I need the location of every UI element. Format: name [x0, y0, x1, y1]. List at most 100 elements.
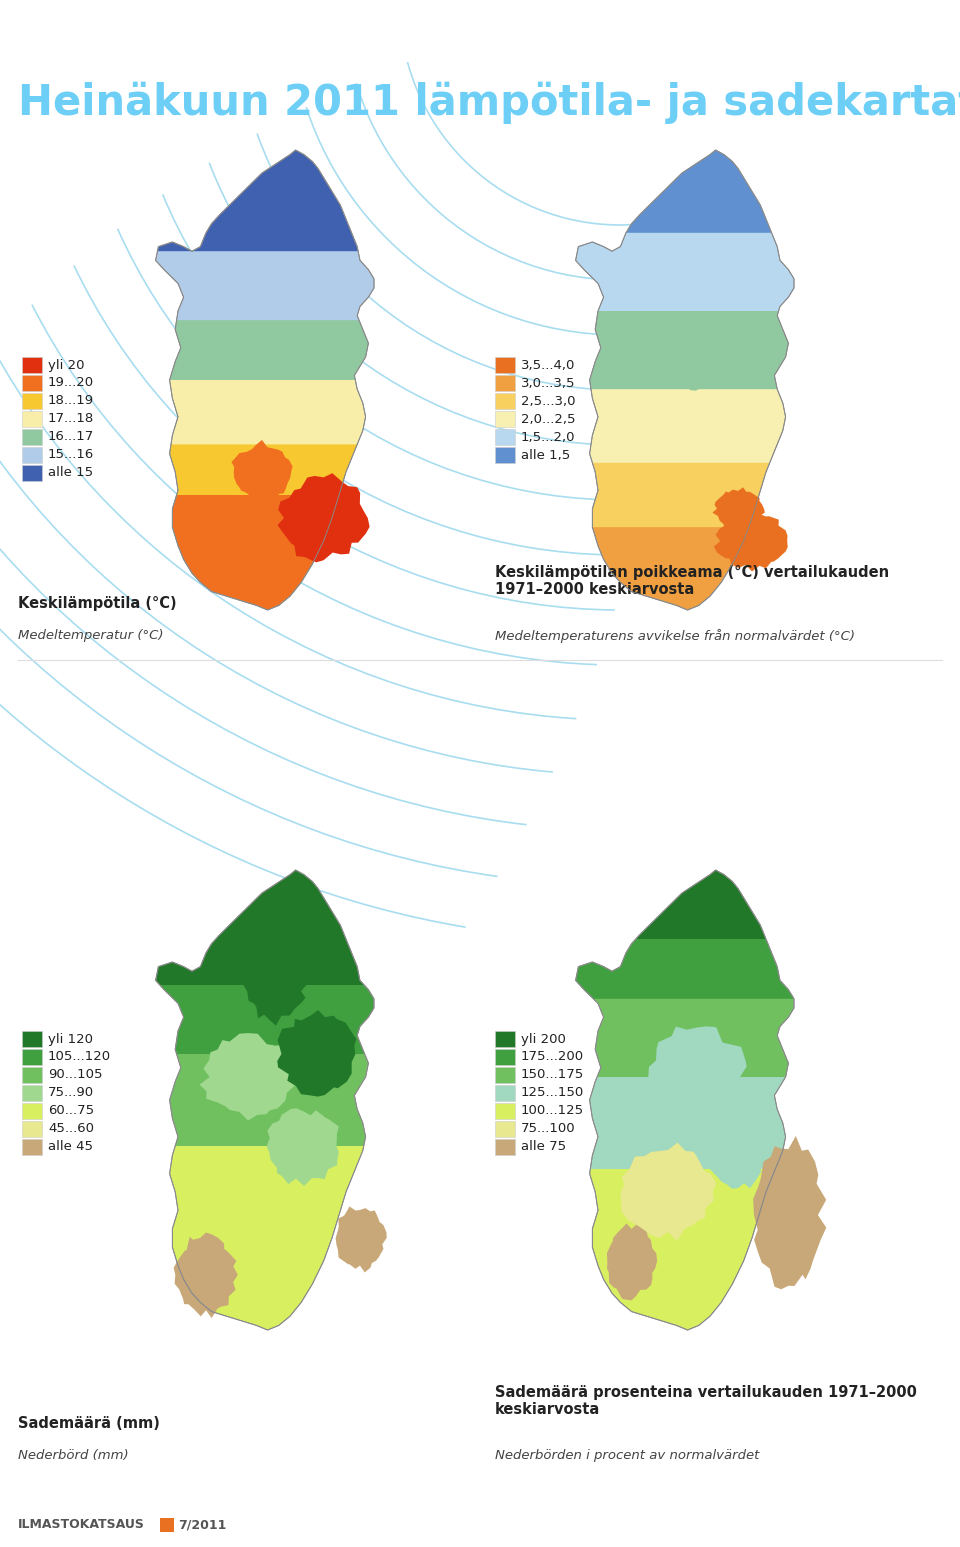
Bar: [495, 447, 515, 463]
Bar: [495, 1084, 515, 1101]
Polygon shape: [592, 528, 749, 610]
Bar: [495, 1049, 515, 1064]
Polygon shape: [200, 1033, 296, 1120]
Polygon shape: [156, 251, 374, 610]
Polygon shape: [170, 381, 366, 610]
Text: Medeltemperaturens avvikelse från normalvärdet (°C): Medeltemperaturens avvikelse från normal…: [495, 630, 855, 644]
Text: alle 1,5: alle 1,5: [521, 449, 570, 461]
Polygon shape: [277, 1010, 356, 1097]
Text: Keskilämpötilan poikkeama (°C) vertailukauden
1971–2000 keskiarvosta: Keskilämpötilan poikkeama (°C) vertailuk…: [495, 565, 889, 597]
Text: Heinäkuun 2011 lämpötila- ja sadekartat: Heinäkuun 2011 lämpötila- ja sadekartat: [18, 82, 960, 124]
Bar: [22, 1067, 42, 1083]
Polygon shape: [714, 512, 788, 571]
Bar: [22, 393, 42, 408]
Polygon shape: [156, 869, 364, 985]
Text: 75...90: 75...90: [48, 1086, 94, 1100]
Polygon shape: [636, 869, 766, 939]
Text: 75...100: 75...100: [521, 1123, 576, 1135]
Polygon shape: [753, 1135, 827, 1289]
Polygon shape: [220, 1173, 305, 1258]
Bar: [22, 447, 42, 463]
Polygon shape: [576, 869, 794, 1170]
Polygon shape: [576, 869, 794, 999]
Text: Nederbörd (mm): Nederbörd (mm): [18, 1450, 129, 1462]
Text: 150...175: 150...175: [521, 1069, 585, 1081]
Polygon shape: [620, 1143, 716, 1241]
Polygon shape: [592, 463, 770, 610]
Text: 19...20: 19...20: [48, 376, 94, 390]
Text: 2,5...3,0: 2,5...3,0: [521, 394, 575, 407]
Bar: [495, 393, 515, 408]
Bar: [495, 1030, 515, 1047]
Text: 125...150: 125...150: [521, 1086, 585, 1100]
Polygon shape: [712, 487, 765, 531]
Text: yli 20: yli 20: [48, 359, 84, 371]
Bar: [22, 429, 42, 446]
Bar: [495, 374, 515, 391]
Polygon shape: [589, 390, 785, 610]
Text: 90...105: 90...105: [48, 1069, 103, 1081]
Bar: [22, 1030, 42, 1047]
Bar: [22, 1103, 42, 1118]
Text: 15...16: 15...16: [48, 449, 94, 461]
Text: Sademäärä (mm): Sademäärä (mm): [18, 1416, 160, 1431]
Text: 7/2011: 7/2011: [178, 1519, 227, 1532]
Text: 105...120: 105...120: [48, 1050, 111, 1063]
Polygon shape: [156, 869, 374, 1146]
Bar: [22, 466, 42, 481]
Polygon shape: [664, 325, 729, 390]
Bar: [22, 1139, 42, 1156]
Polygon shape: [576, 150, 794, 610]
Bar: [495, 357, 515, 373]
Bar: [22, 1084, 42, 1101]
Text: 3,0...3,5: 3,0...3,5: [521, 376, 575, 390]
Text: 16...17: 16...17: [48, 430, 94, 444]
Polygon shape: [576, 869, 794, 1077]
Bar: [495, 1139, 515, 1156]
Bar: [22, 374, 42, 391]
Polygon shape: [170, 444, 357, 610]
Bar: [495, 1122, 515, 1137]
Bar: [495, 429, 515, 446]
Text: alle 75: alle 75: [521, 1140, 566, 1154]
Polygon shape: [156, 869, 374, 1330]
Text: 60...75: 60...75: [48, 1105, 94, 1117]
Polygon shape: [336, 1207, 387, 1273]
Polygon shape: [607, 1224, 658, 1301]
Bar: [22, 1122, 42, 1137]
Text: ILMASTOKATSAUS: ILMASTOKATSAUS: [18, 1519, 145, 1532]
Polygon shape: [156, 869, 374, 1054]
Polygon shape: [642, 1026, 751, 1123]
Text: 1,5...2,0: 1,5...2,0: [521, 430, 575, 444]
Text: Sademäärä prosenteina vertailukauden 1971–2000
keskiarvosta: Sademäärä prosenteina vertailukauden 197…: [495, 1385, 917, 1417]
Polygon shape: [576, 232, 794, 610]
Bar: [495, 1067, 515, 1083]
Polygon shape: [576, 869, 794, 1330]
Bar: [495, 1103, 515, 1118]
Polygon shape: [589, 311, 788, 610]
Polygon shape: [244, 948, 306, 1026]
Text: 100...125: 100...125: [521, 1105, 584, 1117]
Text: yli 200: yli 200: [521, 1032, 565, 1046]
Bar: [22, 1049, 42, 1064]
Text: 3,5...4,0: 3,5...4,0: [521, 359, 575, 371]
Bar: [495, 412, 515, 427]
Text: Medeltemperatur (°C): Medeltemperatur (°C): [18, 630, 163, 642]
Polygon shape: [267, 1108, 339, 1187]
Text: 17...18: 17...18: [48, 413, 94, 425]
Text: 175...200: 175...200: [521, 1050, 584, 1063]
Polygon shape: [277, 473, 370, 563]
Text: alle 15: alle 15: [48, 467, 93, 480]
Polygon shape: [170, 320, 369, 610]
Text: alle 45: alle 45: [48, 1140, 93, 1154]
Polygon shape: [173, 495, 339, 610]
Text: Keskilämpötila (°C): Keskilämpötila (°C): [18, 596, 177, 611]
Text: 2,0...2,5: 2,0...2,5: [521, 413, 575, 425]
Bar: [22, 412, 42, 427]
Text: yli 120: yli 120: [48, 1032, 93, 1046]
Polygon shape: [231, 439, 293, 503]
Bar: [22, 357, 42, 373]
Polygon shape: [707, 1100, 765, 1188]
Polygon shape: [156, 150, 374, 610]
Polygon shape: [174, 1233, 238, 1318]
